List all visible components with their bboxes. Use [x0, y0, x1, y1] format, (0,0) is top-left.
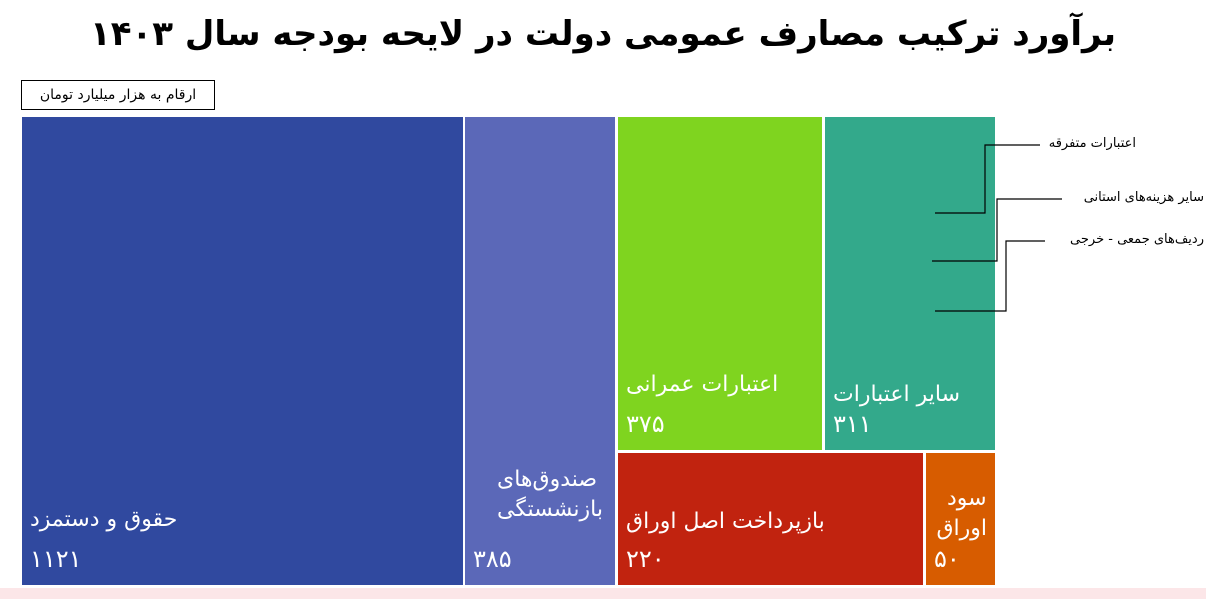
tile-3: سایر اعتبارات ۳۱۱ [825, 117, 995, 450]
bottom-strip [0, 588, 1206, 599]
tile-0: حقوق و دستمزد ۱۱۲۱ [22, 117, 463, 585]
tile-value: ۳۷۵ [626, 410, 665, 438]
annotation-1: اعتبارات متفرقه [1048, 136, 1136, 151]
callout-line-3 [935, 240, 1045, 312]
tile-2: اعتبارات عمرانی ۳۷۵ [618, 117, 822, 450]
tile-value: ۳۱۱ [833, 410, 872, 438]
chart-title: برآورد ترکیب مصارف عمومی دولت در لایحه ب… [90, 14, 1116, 54]
unit-note: ارقام به هزار میلیارد تومان [21, 80, 215, 110]
tile-label: حقوق و دستمزد [30, 507, 178, 532]
tile-value: ۵۰ [934, 545, 960, 573]
tile-1: صندوق‌های بازنشستگی ۳۸۵ [465, 117, 615, 585]
callout-line-2 [932, 198, 1062, 262]
tile-label: سایر اعتبارات [833, 382, 961, 407]
tile-label: اعتبارات عمرانی [626, 372, 779, 397]
tile-value: ۱۱۲۱ [30, 545, 82, 573]
tile-label: صندوق‌های بازنشستگی [497, 467, 603, 522]
tile-5: سود اوراق ۵۰ [926, 453, 995, 585]
annotation-3: ردیف‌های جمعی - خرجی [1070, 232, 1204, 247]
tile-label: سود اوراق [936, 486, 987, 541]
annotation-2: سایر هزینه‌های استانی [1083, 190, 1204, 205]
callout-line-1 [935, 144, 1040, 214]
tile-4: بازپرداخت اصل اوراق ۲۲۰ [618, 453, 923, 585]
tile-value: ۲۲۰ [626, 545, 665, 573]
tile-label: بازپرداخت اصل اوراق [626, 509, 825, 534]
tile-value: ۳۸۵ [473, 545, 512, 573]
